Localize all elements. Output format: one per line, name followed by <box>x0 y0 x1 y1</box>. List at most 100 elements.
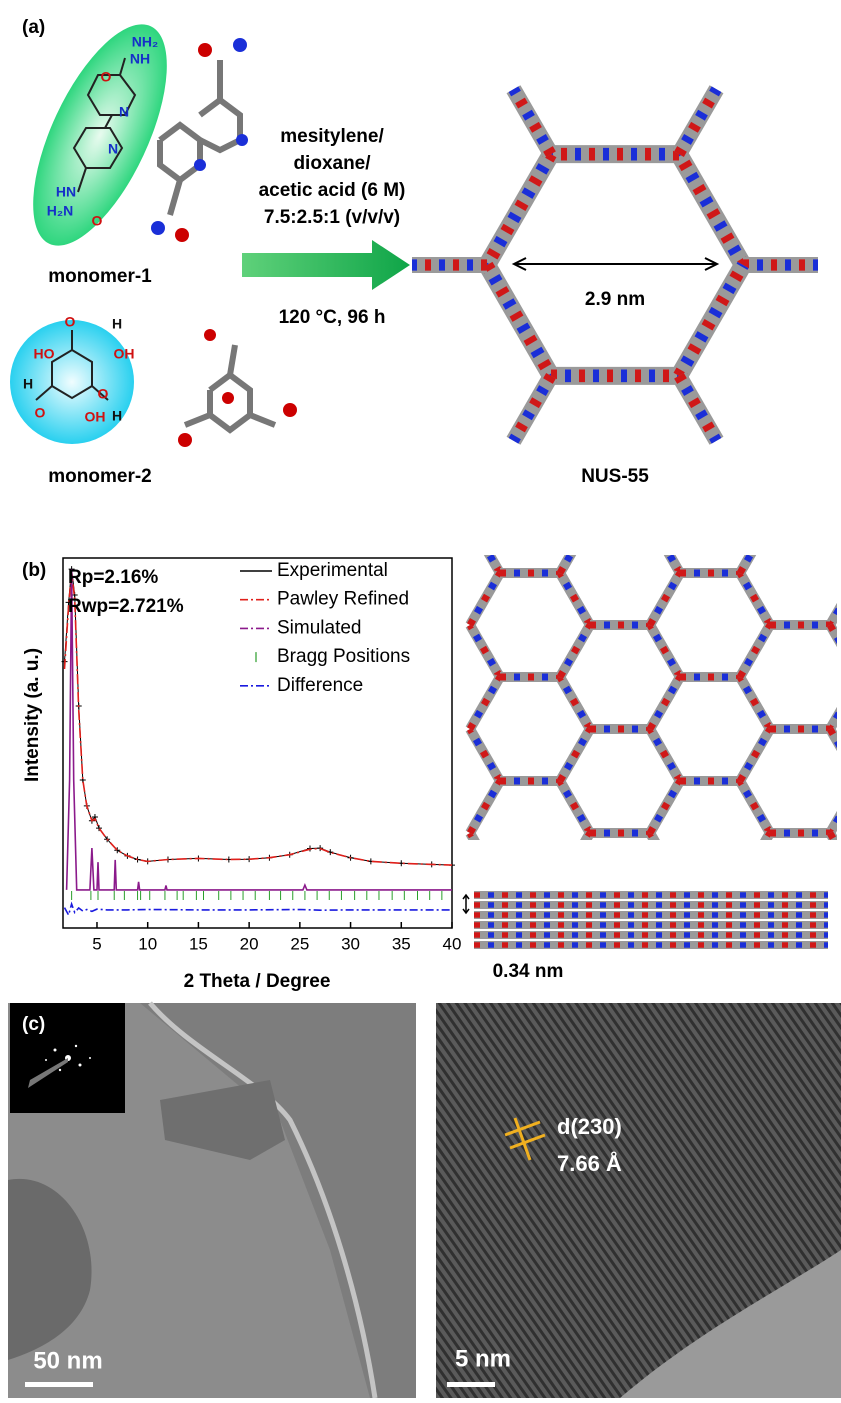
framework-strut <box>646 831 659 840</box>
lattice-marker <box>504 1117 546 1161</box>
framework-strut <box>671 149 751 270</box>
legend-label: Difference <box>277 675 363 696</box>
framework-strut <box>830 885 841 937</box>
framework-strut <box>581 831 594 840</box>
tem-flake <box>8 1178 92 1360</box>
framework-strut <box>650 469 680 521</box>
condition: acetic acid (6 M) <box>259 180 406 201</box>
framework-strut <box>825 726 837 752</box>
framework-strut <box>466 831 479 840</box>
lattice-plane: d(230) <box>557 1114 622 1139</box>
framework-strut <box>736 779 774 835</box>
framework-strut <box>826 831 837 840</box>
framework-strut <box>556 727 594 783</box>
panel-label: (a) <box>22 17 45 38</box>
legend-label: Simulated <box>277 617 362 638</box>
d-spacing: 7.66 Å <box>557 1150 622 1176</box>
framework-strut <box>506 371 558 445</box>
framework-strut <box>581 831 594 840</box>
tem-flake <box>160 1080 285 1160</box>
atom-label: NH₂ <box>132 34 158 50</box>
x-axis-label: 2 Theta / Degree <box>184 971 331 992</box>
beam-stop <box>28 1058 68 1088</box>
framework-strut <box>470 469 500 521</box>
framework-strut <box>646 571 684 627</box>
pore-arrow <box>511 257 720 271</box>
panel-label: (b) <box>22 560 46 581</box>
framework-strut <box>555 555 577 576</box>
x-tick-label: 20 <box>240 934 259 953</box>
framework-strut <box>466 831 479 840</box>
atom-label: HO <box>34 346 55 362</box>
data-point <box>96 825 103 832</box>
framework-strut <box>735 555 757 576</box>
framework-strut <box>760 830 775 840</box>
framework-strut <box>645 830 660 840</box>
framework-strut <box>650 469 680 521</box>
framework-top-view <box>465 469 841 937</box>
framework-strut <box>465 830 480 840</box>
framework-strut <box>470 469 500 521</box>
panel-label: (c) <box>22 1014 45 1035</box>
series-line <box>65 569 452 891</box>
atom-label: N <box>119 104 129 120</box>
framework-strut <box>826 831 837 840</box>
atom-label: H <box>23 376 33 392</box>
framework-strut <box>736 623 774 679</box>
framework-strut <box>646 831 659 840</box>
scale-label: 50 nm <box>33 1347 102 1374</box>
framework-strut <box>830 885 841 937</box>
framework-strut <box>830 521 841 573</box>
framework-strut <box>830 885 841 937</box>
x-tick-label: 30 <box>341 934 360 953</box>
framework-strut <box>825 622 837 648</box>
framework-strut <box>740 469 770 521</box>
tem-edge <box>148 1001 378 1399</box>
framework-strut <box>825 602 837 628</box>
spacing-arrow <box>462 893 470 915</box>
monomer-1-highlight <box>33 24 167 246</box>
atom-label: O <box>35 405 46 421</box>
framework-strut <box>466 675 504 731</box>
framework-strut <box>736 571 774 627</box>
framework-strut <box>556 623 594 679</box>
plot-area: 5 10 15 20 25 30 35 40 Experimental Pawley Refine… <box>61 560 461 953</box>
framework-strut <box>581 831 594 840</box>
framework-strut <box>479 260 559 381</box>
framework-strut <box>671 260 751 381</box>
framework-strut <box>825 830 837 840</box>
framework-strut <box>556 779 594 835</box>
framework-strut <box>466 779 504 835</box>
framework-strut <box>761 831 774 840</box>
temperature: 120 °C, 96 h <box>279 307 386 328</box>
scale-bar <box>25 1382 93 1387</box>
plot-frame <box>62 557 453 929</box>
product-name: NUS-55 <box>581 466 649 487</box>
framework-strut <box>470 469 500 521</box>
framework-strut <box>646 831 659 840</box>
framework-strut <box>646 727 684 783</box>
annotation: Rp=2.16% <box>68 567 158 588</box>
x-tick-label: 25 <box>290 934 309 953</box>
framework-strut <box>580 830 595 840</box>
y-axis-label: Intensity (a. u.) <box>22 648 43 782</box>
framework-strut <box>736 727 774 783</box>
amorphous-region <box>620 1250 841 1398</box>
atom-label: NH <box>130 51 150 67</box>
legend-label: Experimental <box>277 560 388 581</box>
framework-strut <box>581 831 594 840</box>
framework-strut <box>761 831 774 840</box>
framework-strut <box>760 830 775 840</box>
framework-strut <box>830 521 841 573</box>
x-tick-label: 35 <box>392 934 411 953</box>
atom-label: N <box>108 141 118 157</box>
legend-label: Pawley Refined <box>277 589 409 610</box>
framework-strut <box>825 810 837 836</box>
monomer-1-skeleton <box>72 57 137 193</box>
ball-stick-models <box>151 38 297 447</box>
condition: 7.5:2.5:1 (v/v/v) <box>264 207 400 228</box>
condition: dioxane/ <box>293 153 371 174</box>
framework-strut <box>556 675 594 731</box>
